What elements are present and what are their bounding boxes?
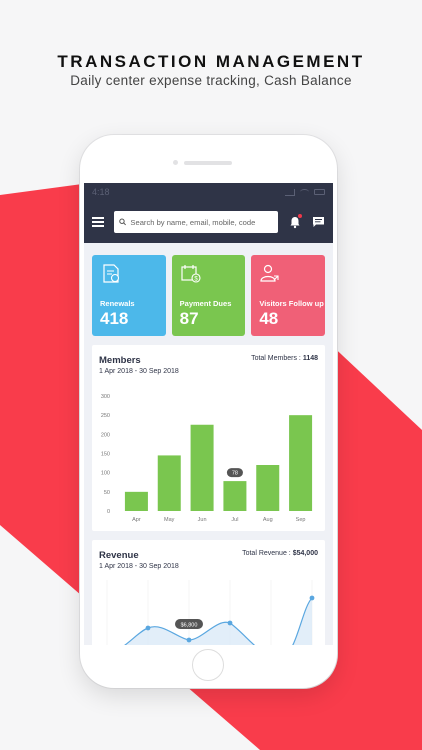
members-bar-chart: 0 50 100 150 200 250 300 Apr May Jun Jul 78 Aug Sep <box>101 394 313 523</box>
x-tick-label: Sep <box>296 517 306 523</box>
y-tick-label: 50 <box>104 490 110 496</box>
revenue-point[interactable] <box>227 620 233 626</box>
revenue-area <box>125 598 312 645</box>
revenue-panel: Revenue 1 Apr 2018 - 30 Sep 2018 Total R… <box>92 540 325 645</box>
members-total-label: Total Members : <box>251 355 303 362</box>
promo-title: TRANSACTION MANAGEMENT <box>57 52 365 71</box>
revenue-point[interactable] <box>186 637 192 643</box>
revenue-total-value: $54,000 <box>292 550 318 557</box>
revenue-total-label: Total Revenue : <box>242 550 293 557</box>
bar-sep[interactable] <box>289 415 313 511</box>
chat-icon[interactable] <box>312 216 325 228</box>
members-panel: Members 1 Apr 2018 - 30 Sep 2018 Total M… <box>92 345 325 531</box>
search-icon <box>119 218 127 226</box>
document-refresh-icon <box>103 264 120 283</box>
notification-badge <box>298 214 302 218</box>
bar-jun[interactable] <box>190 424 214 511</box>
svg-text:$: $ <box>194 276 198 282</box>
battery-icon <box>314 189 325 195</box>
revenue-callout-label: $6,800 <box>181 622 198 628</box>
promo-subtitle: Daily center expense tracking, Cash Bala… <box>70 73 352 88</box>
user-return-icon <box>260 264 279 282</box>
y-tick-label: 250 <box>101 413 110 419</box>
renewals-label: Renewals <box>100 299 135 308</box>
wifi-icon <box>300 189 309 195</box>
payment-dues-label: Payment Dues <box>179 299 232 308</box>
revenue-title: Revenue <box>99 550 139 561</box>
y-tick-label: 200 <box>101 432 110 438</box>
status-time: 4:18 <box>92 187 110 197</box>
search-bar[interactable] <box>114 211 278 233</box>
y-tick-label: 300 <box>101 394 110 400</box>
signal-icon <box>285 188 295 196</box>
payment-dues-card[interactable]: $ Payment Dues 87 <box>171 255 246 336</box>
search-input[interactable] <box>130 217 273 227</box>
home-button[interactable] <box>192 649 224 681</box>
bell-icon <box>290 217 300 229</box>
x-tick-label: Aug <box>263 517 273 523</box>
revenue-callout-bubble <box>175 619 203 629</box>
bar-callout-bubble <box>226 468 243 478</box>
x-tick-label: May <box>164 517 175 523</box>
members-total: Total Members : 1148 <box>251 355 318 362</box>
bar-jul[interactable] <box>223 481 247 511</box>
revenue-point[interactable] <box>309 595 315 601</box>
phone-frame: 4:18 <box>80 135 337 688</box>
y-tick-label: 150 <box>101 452 110 458</box>
x-tick-label: Apr <box>132 517 141 523</box>
x-tick-label: Jun <box>198 517 207 523</box>
x-tick-label: Jul <box>231 517 238 523</box>
members-date-range: 1 Apr 2018 - 30 Sep 2018 <box>99 368 179 375</box>
notifications-button[interactable] <box>288 214 302 229</box>
members-total-value: 1148 <box>302 355 318 362</box>
phone-speaker <box>184 161 232 165</box>
phone-camera <box>173 160 178 165</box>
visitors-follow-up-card[interactable]: Visitors Follow up 48 <box>251 255 326 336</box>
bar-aug[interactable] <box>256 465 280 511</box>
members-title: Members <box>99 355 141 366</box>
visitors-follow-up-value: 48 <box>259 309 279 328</box>
bar-may[interactable] <box>157 455 181 511</box>
revenue-point[interactable] <box>145 625 151 631</box>
app-bar <box>84 201 333 243</box>
app-screen: 4:18 <box>84 183 333 645</box>
revenue-line-chart: $6,800 <box>106 580 315 645</box>
bar-callout-label: 78 <box>232 470 238 476</box>
hamburger-menu-icon[interactable] <box>92 217 104 227</box>
stat-cards: Renewals 418 $ Payment Dues 87 <box>92 255 326 336</box>
payment-dues-value: 87 <box>179 309 199 328</box>
renewals-value: 418 <box>100 309 129 328</box>
status-bar: 4:18 <box>84 183 333 201</box>
bar-apr[interactable] <box>124 491 148 511</box>
visitors-follow-up-label: Visitors Follow up <box>259 299 324 308</box>
calendar-dollar-icon: $ <box>181 265 201 283</box>
y-tick-label: 100 <box>101 471 110 477</box>
revenue-total: Total Revenue : $54,000 <box>242 550 318 557</box>
renewals-card[interactable]: Renewals 418 <box>92 255 166 336</box>
y-tick-label: 0 <box>107 509 110 515</box>
revenue-date-range: 1 Apr 2018 - 30 Sep 2018 <box>99 563 179 570</box>
